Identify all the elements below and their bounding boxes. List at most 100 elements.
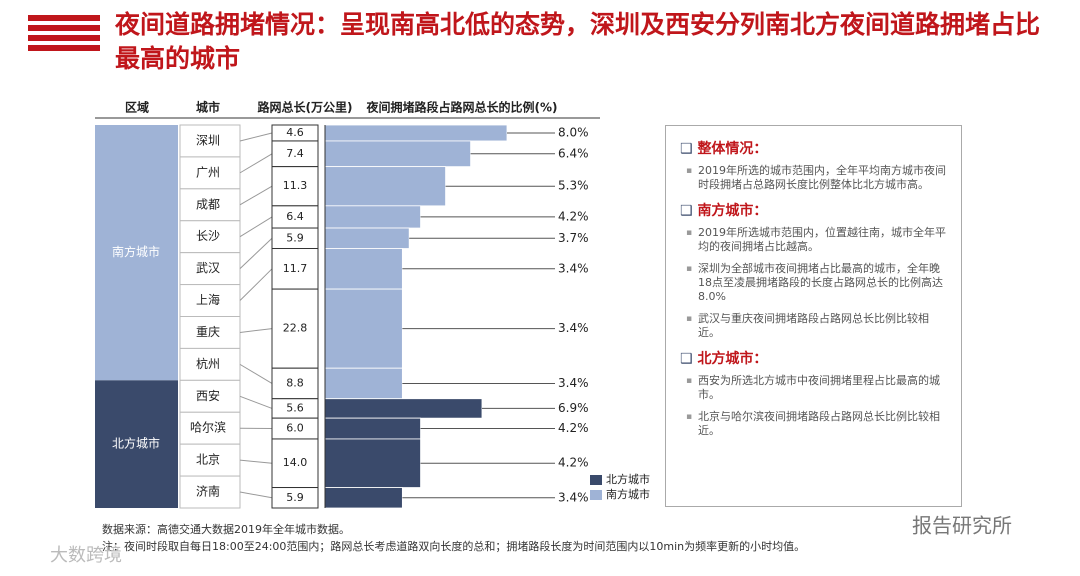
connector <box>239 237 273 269</box>
value-label: 3.4% <box>558 376 589 390</box>
title: 夜间道路拥堵情况：呈现南高北低的态势，深圳及西安分列南北方夜间道路拥堵占比最高的… <box>115 10 1041 73</box>
length-label: 6.4 <box>286 210 304 223</box>
value-label: 3.4% <box>558 490 589 504</box>
note: 注：夜间时段取自每日18:00至24:00范围内；路网总长考虑道路双向长度的总和… <box>102 539 805 553</box>
bar <box>324 398 483 419</box>
length-cell <box>271 140 319 168</box>
city-label: 广州 <box>196 165 220 179</box>
bar <box>324 124 508 142</box>
value-label: 6.9% <box>558 401 589 415</box>
legend-swatch <box>590 475 602 485</box>
bar <box>324 166 446 207</box>
connector <box>239 395 273 409</box>
legend-label: 南方城市 <box>606 487 650 501</box>
length-label: 4.6 <box>286 126 304 139</box>
city-label: 重庆 <box>196 325 220 339</box>
section-item: 西安为所选北方城市中夜间拥堵里程占比最高的城市。 <box>686 374 947 402</box>
value-label: 4.2% <box>558 209 589 223</box>
city-cell <box>179 347 241 381</box>
bar <box>324 205 421 229</box>
bar <box>324 248 403 290</box>
connector <box>239 132 273 142</box>
value-label: 3.4% <box>558 261 589 275</box>
section-item: 2019年所选的城市范围内，全年平均南方城市夜间时段拥堵占总路网长度比例整体比北… <box>686 164 947 192</box>
section-item: 深圳为全部城市夜间拥堵占比最高的城市，全年晚18点至凌晨拥堵路段的长度占路网总长… <box>686 262 947 304</box>
summary-panel: 整体情况： 2019年所选的城市范围内，全年平均南方城市夜间时段拥堵占总路网长度比… <box>665 125 962 507</box>
city-label: 成都 <box>196 197 220 211</box>
section-heading: 南方城市： <box>680 200 947 220</box>
value-label: 5.3% <box>558 179 589 193</box>
bar <box>324 140 472 168</box>
city-label: 北京 <box>196 453 220 467</box>
watermark: 大数跨境 <box>50 545 122 566</box>
section-item: 武汉与重庆夜间拥堵路段占路网总长比例比较相近。 <box>686 312 947 340</box>
length-label: 11.3 <box>283 179 308 192</box>
bar <box>324 367 403 400</box>
city-label: 西安 <box>196 388 220 403</box>
city-cell <box>179 379 241 413</box>
length-cell <box>271 166 319 207</box>
legend-label: 北方城市 <box>606 472 650 486</box>
city-label: 深圳 <box>196 133 220 147</box>
region-label: 北方城市 <box>112 436 160 451</box>
length-label: 5.9 <box>286 231 304 244</box>
section-heading: 整体情况： <box>680 138 947 158</box>
length-cell <box>271 288 319 369</box>
city-cell <box>179 284 241 318</box>
length-cell <box>271 438 319 489</box>
city-label: 武汉 <box>196 261 220 275</box>
length-label: 5.6 <box>286 401 304 414</box>
value-label: 3.7% <box>558 231 589 245</box>
length-cell <box>271 487 319 509</box>
bar <box>324 438 421 488</box>
section-item: 2019年所选城市范围内，位置越往南，城市全年平均的夜间拥堵占比越高。 <box>686 226 947 254</box>
connector <box>239 153 273 174</box>
city-label: 长沙 <box>196 229 220 243</box>
chart: 区域 城市 路网总长(万公里) 夜间拥堵路段占路网总长的比例(%) 深圳 4.6 8.0% 广… <box>95 100 650 509</box>
bar <box>324 487 403 509</box>
connector <box>239 459 273 464</box>
city-cell <box>179 252 241 286</box>
connector <box>239 363 273 384</box>
city-cell <box>179 443 241 477</box>
city-cell <box>179 411 241 445</box>
city-cell <box>179 316 241 349</box>
section-item: 北京与哈尔滨夜间拥堵路段占路网总长比例比较相近。 <box>686 410 947 438</box>
legend-swatch <box>590 490 602 500</box>
value-label: 4.2% <box>558 421 589 435</box>
city-cell <box>179 220 241 254</box>
connector <box>239 328 273 333</box>
connector <box>239 268 273 301</box>
value-label: 6.4% <box>558 146 589 160</box>
column-header: 路网总长(万公里) <box>258 100 353 115</box>
bar <box>324 288 403 369</box>
length-label: 8.8 <box>286 376 304 389</box>
city-label: 哈尔滨 <box>190 420 226 435</box>
column-header: 夜间拥堵路段占路网总长的比例(%) <box>366 100 558 115</box>
city-cell <box>179 188 241 222</box>
column-header: 区域 <box>125 100 149 115</box>
length-label: 7.4 <box>286 147 304 160</box>
note: 数据来源：高德交通大数据2019年全年城市数据。 <box>102 522 350 536</box>
bar <box>324 227 410 249</box>
length-cell <box>271 248 319 290</box>
bar <box>324 417 421 440</box>
connector <box>239 216 273 238</box>
length-label: 14.0 <box>283 456 308 469</box>
city-cell <box>179 124 241 158</box>
region-cell <box>95 125 178 381</box>
city-label: 济南 <box>196 484 220 499</box>
length-label: 5.9 <box>286 491 304 504</box>
city-label: 杭州 <box>196 356 220 371</box>
connector <box>239 491 273 499</box>
title-box: 夜间道路拥堵情况：呈现南高北低的态势，深圳及西安分列南北方夜间道路拥堵占比最高的… <box>115 10 1041 73</box>
section-heading: 北方城市： <box>680 348 947 368</box>
column-header: 城市 <box>196 100 220 115</box>
value-label: 3.4% <box>558 321 589 335</box>
region-cell <box>95 380 178 508</box>
watermark: 报告研究所 <box>912 514 1012 538</box>
length-label: 6.0 <box>286 422 304 435</box>
value-label: 4.2% <box>558 456 589 470</box>
region-label: 南方城市 <box>112 244 160 259</box>
